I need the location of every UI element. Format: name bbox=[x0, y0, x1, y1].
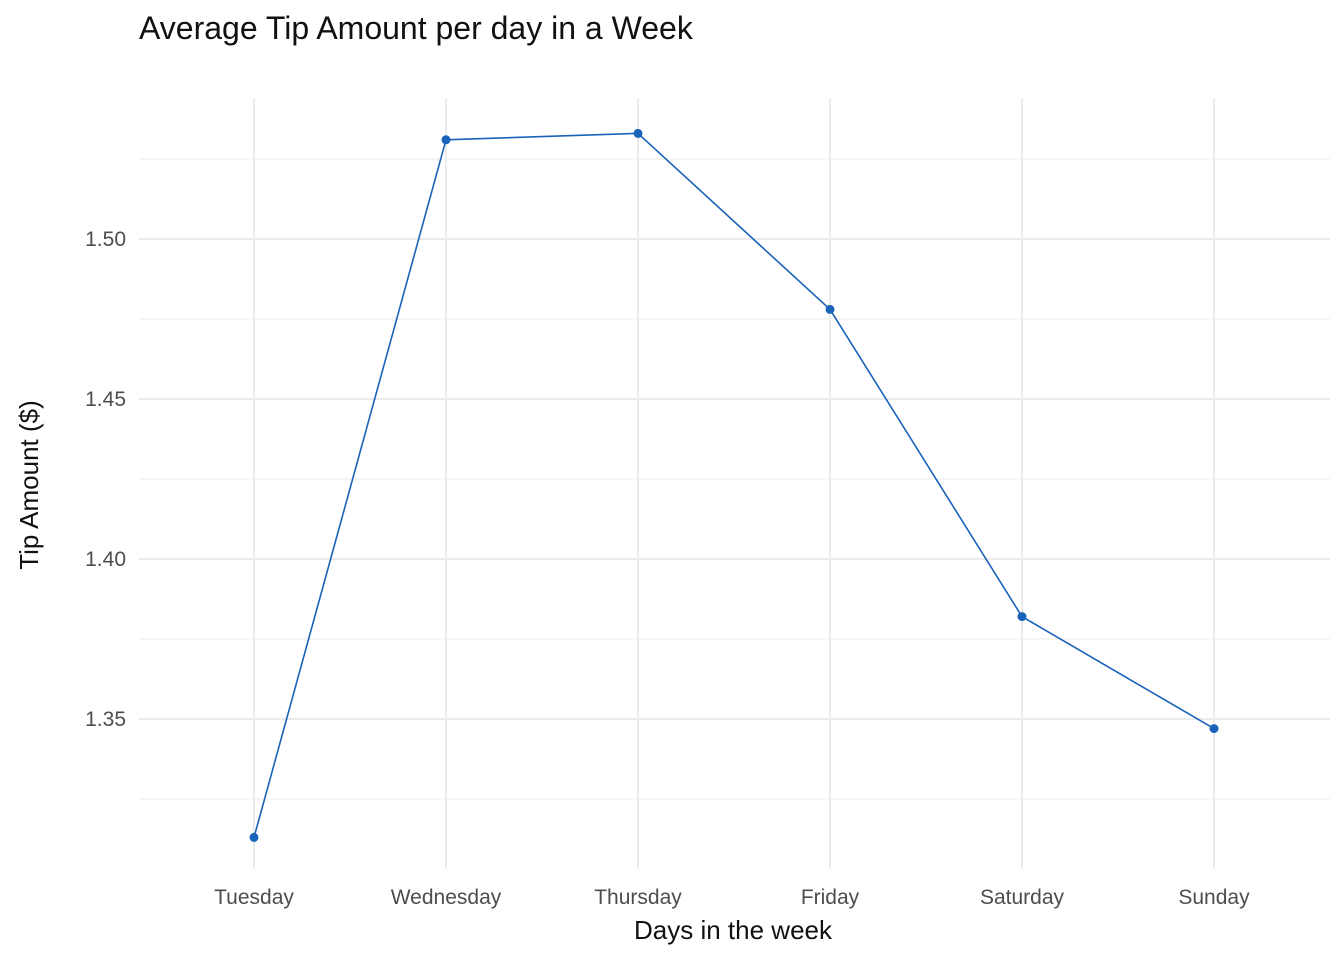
x-tick-label: Thursday bbox=[594, 886, 682, 909]
y-axis-tick-labels: 1.35 1.40 1.45 1.50 bbox=[85, 228, 126, 731]
y-tick-label: 1.40 bbox=[85, 548, 126, 571]
data-point bbox=[1209, 724, 1219, 734]
series-line bbox=[253, 132, 1215, 838]
major-gridlines bbox=[139, 98, 1330, 869]
x-axis-tick-labels: Tuesday Wednesday Thursday Friday Saturday Su… bbox=[214, 886, 1250, 909]
x-tick-label: Wednesday bbox=[391, 886, 502, 909]
y-axis-title: Tip Amount ($) bbox=[14, 400, 44, 570]
y-tick-label: 1.50 bbox=[85, 228, 126, 251]
data-point bbox=[249, 832, 259, 842]
x-tick-label: Saturday bbox=[980, 886, 1065, 909]
x-tick-label: Sunday bbox=[1178, 886, 1250, 909]
chart-title: Average Tip Amount per day in a Week bbox=[139, 10, 693, 46]
data-point bbox=[825, 304, 835, 314]
series-line-group bbox=[253, 132, 1215, 838]
data-point bbox=[1017, 612, 1027, 622]
x-axis-title: Days in the week bbox=[634, 915, 833, 945]
data-points bbox=[249, 128, 1219, 842]
y-tick-label: 1.35 bbox=[85, 708, 126, 731]
minor-gridlines bbox=[139, 158, 1330, 800]
data-point bbox=[441, 135, 451, 145]
x-tick-label: Tuesday bbox=[214, 886, 294, 909]
x-tick-label: Friday bbox=[801, 886, 860, 909]
data-point bbox=[633, 128, 643, 138]
y-tick-label: 1.45 bbox=[85, 388, 126, 411]
